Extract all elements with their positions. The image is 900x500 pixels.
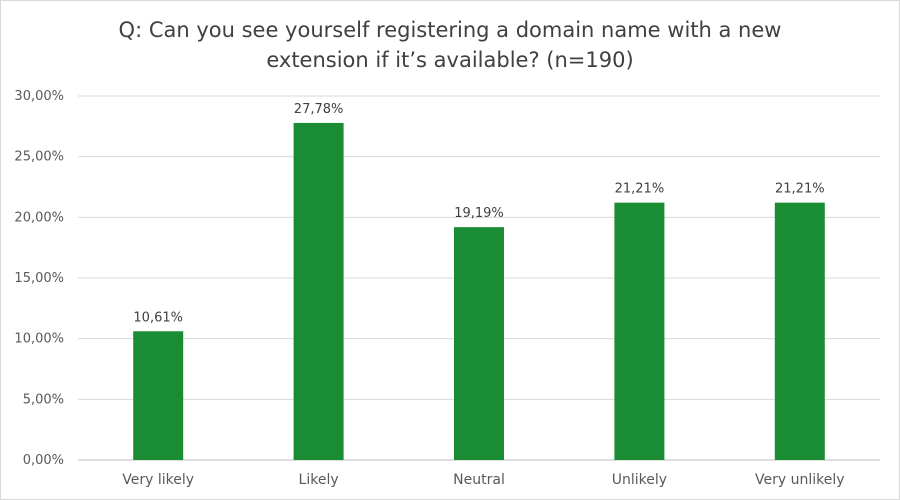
category-label: Unlikely <box>612 472 667 488</box>
data-label: 27,78% <box>294 102 344 117</box>
bar <box>614 202 665 461</box>
bar <box>293 122 344 460</box>
y-tick-label: 15,00% <box>14 271 64 286</box>
bar <box>454 227 504 460</box>
data-label: 21,21% <box>775 182 825 197</box>
data-label: 10,61% <box>133 310 183 325</box>
data-label: 21,21% <box>615 182 665 197</box>
data-label: 19,19% <box>454 206 504 221</box>
category-label: Neutral <box>453 472 505 488</box>
chart-title-line-1: Q: Can you see yourself registering a do… <box>118 18 782 42</box>
y-tick-label: 30,00% <box>14 89 64 104</box>
category-label: Very likely <box>122 472 194 488</box>
category-label: Likely <box>299 472 339 488</box>
category-label: Very unlikely <box>755 472 845 488</box>
bar <box>133 331 184 460</box>
y-tick-label: 20,00% <box>14 210 64 225</box>
y-tick-label: 25,00% <box>14 150 64 165</box>
y-tick-label: 10,00% <box>14 332 64 347</box>
bar <box>774 202 825 461</box>
chart-title: Q: Can you see yourself registering a do… <box>1 15 899 75</box>
y-tick-label: 5,00% <box>23 392 64 407</box>
chart-title-line-2: extension if it’s available? (n=190) <box>266 48 634 72</box>
y-tick-label: 0,00% <box>23 453 64 468</box>
